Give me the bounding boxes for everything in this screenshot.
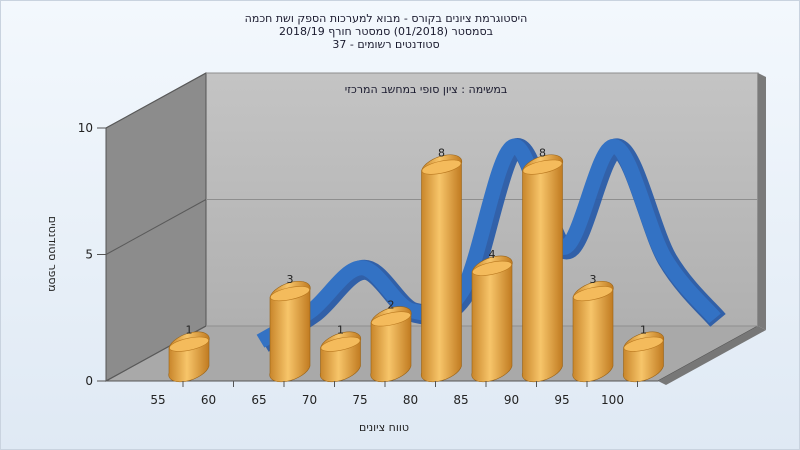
bar-top (472, 260, 512, 276)
data-label-80: 8 (438, 147, 445, 160)
bar-body (521, 154, 564, 383)
floor-shadow (658, 326, 766, 385)
y-tick-0: 0 (85, 374, 93, 388)
x-tick-75: 75 (352, 393, 367, 407)
x-tick-60: 60 (201, 393, 216, 407)
data-label-70: 1 (337, 324, 344, 337)
x-tick-90: 90 (504, 393, 519, 407)
distribution-curve (256, 138, 726, 352)
bar-75 (370, 306, 412, 383)
y-tick-5: 5 (85, 248, 93, 262)
data-label-90: 8 (539, 147, 546, 160)
data-label-95: 3 (590, 273, 597, 286)
x-tick-70: 70 (302, 393, 317, 407)
bar-top (573, 286, 613, 302)
x-tick-65: 65 (251, 393, 266, 407)
y-axis-title: מספר סטודנטים (46, 216, 59, 292)
curve-ribbon (256, 138, 721, 348)
bar-top (320, 336, 361, 352)
x-tick-85: 85 (453, 393, 468, 407)
bar-top (169, 336, 209, 352)
bar-top (421, 159, 462, 175)
bar-body (471, 255, 513, 383)
bar-top (623, 336, 664, 352)
chart-subtitle: במשימה : ציון סופי במחשב המרכזי (345, 83, 508, 96)
bar-top (522, 159, 563, 175)
bar-85 (471, 255, 513, 383)
x-tick-95: 95 (554, 393, 569, 407)
x-axis-title: טווח ציונים (359, 421, 409, 434)
bar-body (420, 154, 463, 383)
data-label-100: 1 (640, 324, 647, 337)
bar-top (270, 286, 310, 302)
bar-55 (168, 331, 210, 383)
bar-70 (319, 331, 362, 383)
bar-80 (420, 154, 463, 383)
bars (168, 154, 665, 383)
bar-90 (521, 154, 564, 383)
grid-line-left (105, 72, 207, 129)
back-wall-shadow (758, 73, 766, 330)
y-tick-10: 10 (78, 121, 93, 135)
bar-100 (622, 331, 665, 383)
bar-top (371, 311, 411, 327)
data-label-55: 1 (186, 324, 193, 337)
bar-95 (572, 280, 614, 383)
x-tick-100: 100 (601, 393, 624, 407)
data-label-65: 3 (287, 273, 294, 286)
bar-body (572, 280, 614, 383)
chart-title-line-3: סטודנטים רשומים - 37 (332, 38, 440, 51)
data-label-85: 4 (489, 248, 496, 261)
x-tick-55: 55 (150, 393, 165, 407)
data-label-75: 2 (388, 298, 395, 311)
chart-title-line-1: היסטוגרמת ציונים בקורס - מבוא למערכות הס… (244, 12, 528, 25)
bar-65 (269, 280, 311, 383)
axis-ticks: 55 60 65 70 75 80 85 90 95 100 0 5 10 (78, 121, 638, 407)
chart-title-line-2: בסמסטר (01/2018) סמסטר חורף 2018/19 (279, 25, 493, 38)
x-tick-80: 80 (403, 393, 418, 407)
bar-body (269, 280, 311, 383)
grid-line-left (105, 199, 207, 255)
